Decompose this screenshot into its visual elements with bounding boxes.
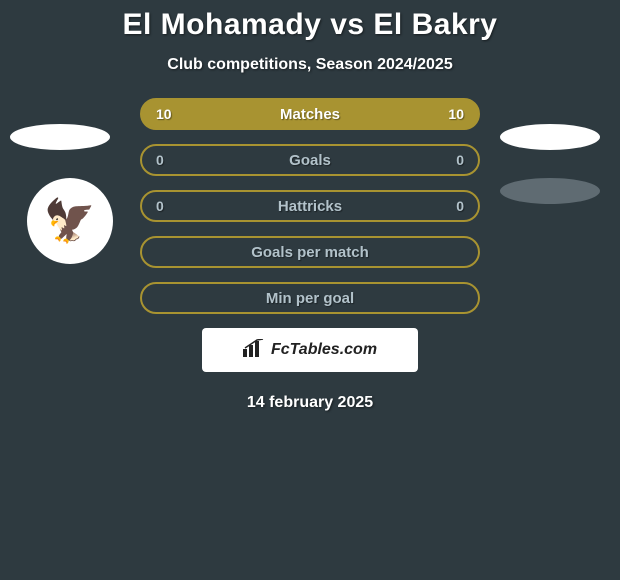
player-left-badge-top bbox=[10, 124, 110, 150]
stat-label: Hattricks bbox=[278, 198, 342, 215]
stat-value-right: 10 bbox=[448, 106, 464, 122]
stat-label: Goals bbox=[289, 152, 331, 169]
stat-label: Goals per match bbox=[251, 244, 369, 261]
stat-value-left: 0 bbox=[156, 152, 164, 168]
stat-value-left: 10 bbox=[156, 106, 172, 122]
stat-row: 0 Hattricks 0 bbox=[140, 190, 480, 222]
stat-row: Goals per match bbox=[140, 236, 480, 268]
stat-value-right: 0 bbox=[456, 152, 464, 168]
brand-box: FcTables.com bbox=[202, 328, 418, 372]
stat-label: Matches bbox=[280, 106, 340, 123]
stat-row: 10 Matches 10 bbox=[140, 98, 480, 130]
bar-chart-icon bbox=[243, 339, 265, 362]
stat-row: Min per goal bbox=[140, 282, 480, 314]
footer-date: 14 february 2025 bbox=[0, 394, 620, 412]
stat-row: 0 Goals 0 bbox=[140, 144, 480, 176]
page-title: El Mohamady vs El Bakry bbox=[0, 0, 620, 42]
stat-value-right: 0 bbox=[456, 198, 464, 214]
subtitle: Club competitions, Season 2024/2025 bbox=[0, 56, 620, 74]
player-right-badge-top bbox=[500, 124, 600, 150]
club-logo: 🦅 bbox=[27, 178, 113, 264]
stat-value-left: 0 bbox=[156, 198, 164, 214]
stat-label: Min per goal bbox=[266, 290, 354, 307]
player-right-badge-mid bbox=[500, 178, 600, 204]
eagle-icon: 🦅 bbox=[44, 200, 96, 242]
brand-text: FcTables.com bbox=[271, 341, 377, 359]
